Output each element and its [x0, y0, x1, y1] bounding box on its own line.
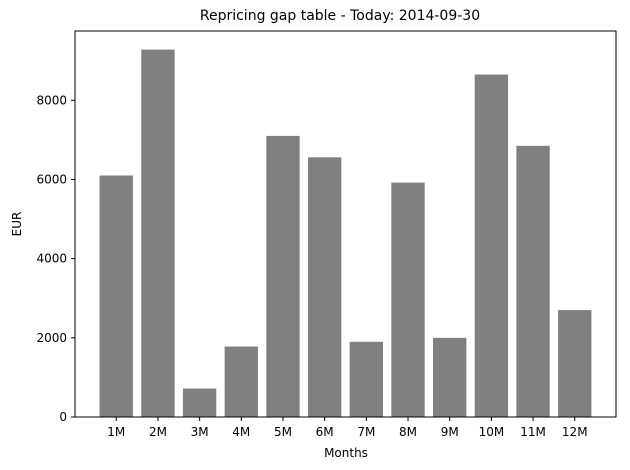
- x-tick-label: 3M: [191, 425, 209, 439]
- bar-5M: [266, 135, 300, 417]
- y-tick-label: 0: [59, 410, 67, 424]
- x-tick-label: 4M: [232, 425, 250, 439]
- bar-10M: [474, 74, 509, 418]
- bars-group: [99, 49, 592, 418]
- plot-frame: [74, 30, 617, 418]
- y-tick-label: 2000: [36, 331, 67, 345]
- x-axis-ticks: 1M 2M 3M 4M 5M 6M 7M 8M 9M 10M 11M 12M: [107, 417, 588, 439]
- y-tick-label: 6000: [36, 172, 67, 186]
- y-axis-ticks: 0 2000 4000 6000 8000: [36, 93, 75, 424]
- x-tick-label: 6M: [316, 425, 334, 439]
- x-tick-label: 11M: [520, 425, 546, 439]
- x-tick-label: 1M: [107, 425, 125, 439]
- y-tick-label: 8000: [36, 93, 67, 107]
- x-tick-label: 12M: [562, 425, 588, 439]
- bar-3M: [182, 388, 217, 417]
- x-axis-label: Months: [324, 446, 368, 460]
- x-tick-label: 8M: [399, 425, 417, 439]
- bar-6M: [307, 157, 342, 418]
- bar-8M: [391, 182, 425, 417]
- bar-2M: [141, 49, 175, 417]
- bar-11M: [516, 145, 550, 418]
- bar-4M: [224, 346, 258, 417]
- bar-12M: [558, 310, 592, 417]
- x-tick-label: 9M: [441, 425, 459, 439]
- x-tick-label: 5M: [274, 425, 292, 439]
- x-tick-label: 7M: [357, 425, 375, 439]
- x-tick-label: 2M: [149, 425, 167, 439]
- bar-7M: [349, 341, 384, 417]
- bar-9M: [433, 337, 467, 417]
- x-tick-label: 10M: [479, 425, 505, 439]
- chart-title: Repricing gap table - Today: 2014-09-30: [200, 8, 480, 24]
- y-axis-label: EUR: [10, 212, 24, 237]
- y-tick-label: 4000: [36, 252, 67, 266]
- bar-1M: [99, 175, 133, 417]
